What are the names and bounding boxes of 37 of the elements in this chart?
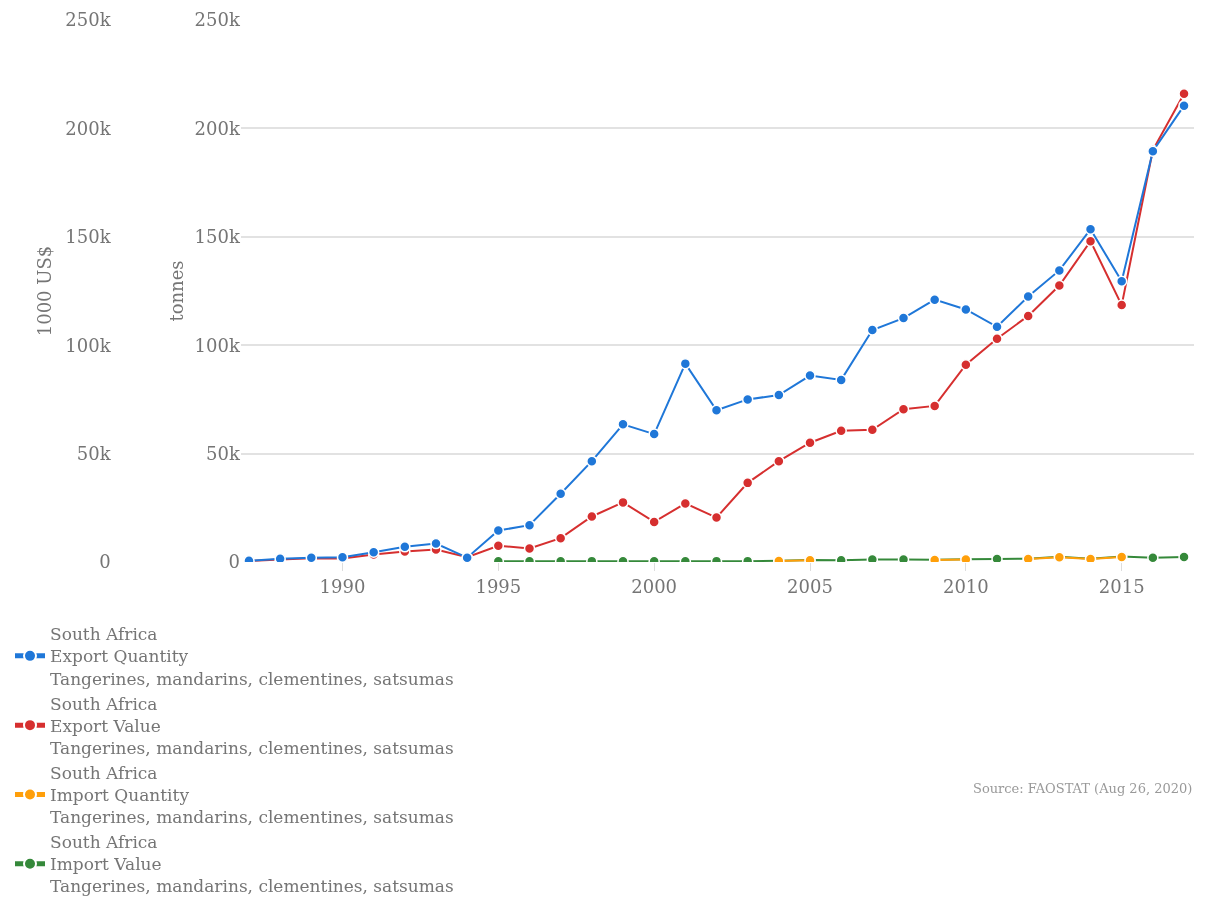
y2-tick-label: 50k (206, 442, 241, 464)
point (1022, 310, 1034, 322)
point (648, 428, 660, 440)
point (586, 455, 598, 467)
x-tick-label: 2005 (787, 575, 833, 597)
point (648, 516, 660, 528)
point (1178, 551, 1190, 562)
y-tick-label: 150k (65, 226, 112, 248)
point (1178, 99, 1190, 112)
point (991, 553, 1003, 562)
y2-tick-label: 100k (194, 334, 241, 356)
x-tick-label: 2015 (1098, 575, 1145, 597)
y2-tick-label: 250k (194, 9, 241, 31)
source-note: Source: FAOSTAT (Aug 26, 2020) (973, 781, 1193, 796)
y-tick-label: 200k (65, 117, 112, 139)
point (835, 374, 847, 386)
y2-tick-label: 150k (194, 226, 241, 248)
y2-tick-label: 200k (194, 117, 241, 139)
point (928, 400, 941, 412)
point (773, 389, 785, 401)
legend-label: South Africa Export Value Tangerines, mandarins, clementines, satsumas (50, 693, 454, 758)
y-tick-label: 0 (99, 551, 111, 573)
y-axis-title: 1000 US$ (33, 245, 55, 337)
point (897, 312, 910, 324)
y-tick-label: 50k (76, 442, 112, 464)
y-tick-label: 250k (65, 9, 112, 31)
point (399, 541, 411, 553)
x-tick-label: 1995 (475, 575, 522, 597)
legend-label: South Africa Import Value Tangerines, mandarins, clementines, satsumas (50, 832, 454, 897)
x-tick-label: 2010 (942, 575, 989, 597)
y2-tick-label: 0 (228, 551, 240, 573)
legend-label: South Africa Import Quantity Tangerines, mandarins, clementines, satsumas (50, 762, 454, 828)
y-tick-label: 100k (65, 334, 112, 356)
x-tick-label: 2000 (631, 575, 678, 597)
legend-label: South Africa Export Quantity Tangerines, mandarins, clementines, satsumas (50, 624, 454, 689)
y2-axis-title: tonnes (165, 260, 187, 322)
x-tick-label: 1990 (319, 575, 366, 597)
